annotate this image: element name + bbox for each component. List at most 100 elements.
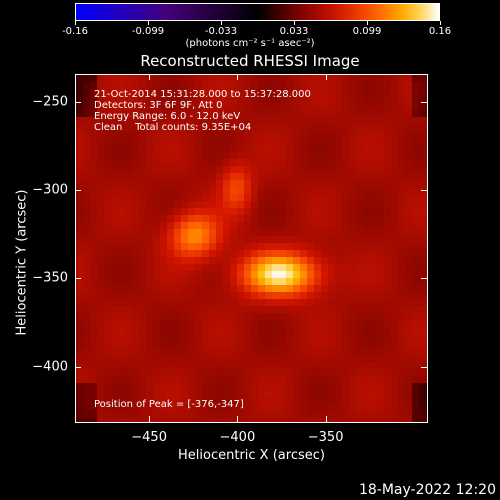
heatmap-cell	[223, 215, 231, 223]
heatmap-cell	[139, 320, 147, 328]
heatmap-cell	[377, 362, 385, 370]
heatmap-cell	[307, 75, 315, 83]
heatmap-cell	[97, 152, 105, 160]
heatmap-cell	[356, 306, 364, 314]
heatmap-cell	[307, 131, 315, 139]
heatmap-cell	[405, 145, 413, 153]
heatmap-cell	[335, 131, 343, 139]
heatmap-cell	[279, 96, 287, 104]
heatmap-cell	[174, 215, 182, 223]
heatmap-cell	[342, 418, 350, 422]
heatmap-cell	[230, 334, 238, 342]
heatmap-cell	[146, 145, 154, 153]
heatmap-cell	[384, 166, 392, 174]
heatmap-cell	[349, 327, 357, 335]
heatmap-cell	[349, 306, 357, 314]
heatmap-cell	[307, 362, 315, 370]
heatmap-cell	[237, 369, 245, 377]
heatmap-cell	[216, 250, 224, 258]
heatmap-cell	[97, 250, 105, 258]
heatmap-cell	[90, 362, 98, 370]
heatmap-cell	[265, 96, 273, 104]
heatmap-cell	[328, 201, 336, 209]
heatmap-cell	[321, 411, 329, 419]
heatmap-cell	[286, 187, 294, 195]
heatmap-cell	[174, 299, 182, 307]
heatmap-cell	[83, 208, 91, 216]
heatmap-cell	[377, 390, 385, 398]
heatmap-cell	[265, 362, 273, 370]
heatmap-cell	[279, 75, 287, 83]
heatmap-cell	[223, 292, 231, 300]
heatmap-cell	[335, 236, 343, 244]
heatmap-cell	[111, 236, 119, 244]
heatmap-cell	[307, 215, 315, 223]
heatmap-cell	[426, 313, 427, 321]
heatmap-cell	[244, 355, 252, 363]
heatmap-cell	[328, 341, 336, 349]
heatmap-cell	[160, 313, 168, 321]
heatmap-cell	[174, 292, 182, 300]
heatmap-cell	[125, 411, 133, 419]
heatmap-cell	[356, 418, 364, 422]
heatmap-cell	[174, 411, 182, 419]
heatmap-cell	[195, 89, 203, 97]
heatmap-cell	[272, 236, 280, 244]
heatmap-cell	[90, 257, 98, 265]
heatmap-cell	[139, 285, 147, 293]
heatmap-cell	[314, 110, 322, 118]
heatmap-cell	[195, 222, 203, 230]
heatmap-cell	[111, 124, 119, 132]
heatmap-cell	[139, 243, 147, 251]
heatmap-cell	[370, 187, 378, 195]
heatmap-cell	[132, 236, 140, 244]
heatmap-cell	[398, 362, 406, 370]
heatmap-cell	[391, 306, 399, 314]
heatmap-cell	[398, 103, 406, 111]
heatmap-cell	[97, 292, 105, 300]
heatmap-cell	[90, 299, 98, 307]
heatmap-cell	[300, 96, 308, 104]
heatmap-cell	[342, 145, 350, 153]
heatmap-cell	[139, 215, 147, 223]
heatmap-cell	[244, 103, 252, 111]
heatmap-cell	[153, 292, 161, 300]
heatmap-cell	[83, 348, 91, 356]
heatmap-cell	[342, 187, 350, 195]
heatmap-cell	[293, 82, 301, 90]
heatmap-cell	[384, 306, 392, 314]
heatmap-cell	[398, 250, 406, 258]
heatmap-cell	[223, 250, 231, 258]
heatmap-cell	[405, 194, 413, 202]
heatmap-cell	[209, 383, 217, 391]
heatmap-cell	[83, 82, 91, 90]
heatmap-cell	[258, 215, 266, 223]
heatmap-cell	[216, 215, 224, 223]
heatmap-cell	[286, 397, 294, 405]
heatmap-cell	[286, 89, 294, 97]
heatmap-cell	[181, 418, 189, 422]
heatmap-cell	[244, 138, 252, 146]
heatmap-cell	[251, 180, 259, 188]
y-tick-label: −400	[32, 359, 68, 375]
heatmap-cell	[153, 138, 161, 146]
heatmap-cell	[384, 299, 392, 307]
heatmap-cell	[307, 145, 315, 153]
heatmap-cell	[335, 411, 343, 419]
heatmap-cell	[342, 313, 350, 321]
heatmap-cell	[279, 236, 287, 244]
x-tick-mark	[237, 416, 239, 422]
heatmap-cell	[265, 369, 273, 377]
heatmap-cell	[419, 243, 427, 251]
heatmap-cell	[160, 187, 168, 195]
heatmap-cell	[384, 103, 392, 111]
heatmap-cell	[153, 187, 161, 195]
heatmap-cell	[251, 89, 259, 97]
heatmap-cell	[76, 397, 84, 405]
heatmap-cell	[363, 215, 371, 223]
heatmap-cell	[314, 152, 322, 160]
heatmap-cell	[293, 264, 301, 272]
heatmap-cell	[153, 103, 161, 111]
heatmap-cell	[195, 166, 203, 174]
heatmap-cell	[272, 243, 280, 251]
